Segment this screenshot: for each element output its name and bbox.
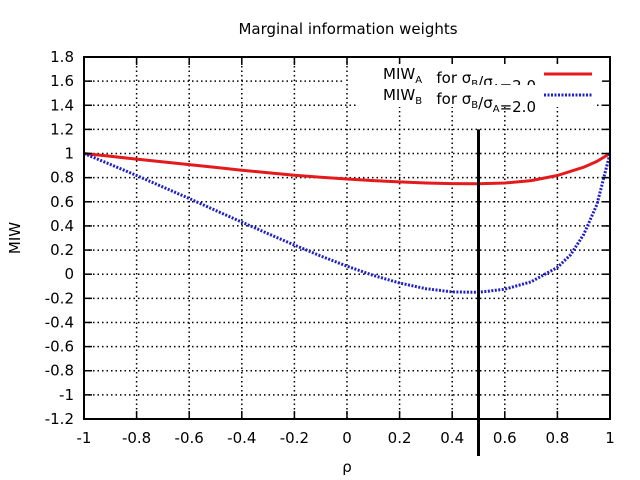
x-tick-label: 1 — [605, 429, 615, 447]
legend-label: MIWB for σB/σA=2.0 — [383, 86, 536, 116]
legend-mid: /σ — [478, 94, 493, 112]
y-tick-label: 1 — [64, 145, 74, 163]
x-tick-label: 0.8 — [545, 429, 569, 447]
x-tick-labels: -1 -0.8 -0.6 -0.4 -0.2 0 0.2 0.4 0.6 0.8 1 — [77, 429, 615, 447]
y-tick-labels: 1.8 1.6 1.4 1.2 1 0.8 0.6 0.4 0.2 0 -0.2 -0.4 -0.6 -0… — [45, 48, 74, 428]
y-tick-label: 0.8 — [50, 169, 74, 187]
series-line-miw-a — [83, 152, 611, 186]
legend-tail: =2.0 — [500, 98, 536, 116]
x-tick-label: 0.2 — [388, 429, 412, 447]
grid — [84, 57, 610, 419]
y-axis-title: MIW — [6, 222, 24, 254]
x-tick-label: 0.6 — [493, 429, 517, 447]
legend-bg-row — [358, 85, 596, 107]
y-tick-label: 1.6 — [50, 72, 74, 90]
x-tick-label: 0.4 — [440, 429, 464, 447]
y-tick-label: 1.8 — [50, 48, 74, 66]
legend-main: MIW — [383, 65, 415, 83]
legend-sub: B — [415, 96, 422, 107]
y-tick-label: -0.8 — [45, 362, 74, 380]
x-tick-label: 0 — [342, 429, 352, 447]
y-tick-label: -0.6 — [45, 338, 74, 356]
y-tick-label: 1.4 — [50, 96, 74, 114]
y-tick-label: -1 — [59, 386, 74, 404]
legend-cond_sub2: A — [493, 104, 500, 115]
legend-condition: for σ — [436, 90, 471, 108]
x-tick-label: -0.2 — [280, 429, 309, 447]
y-tick-label: -0.4 — [45, 313, 74, 331]
y-tick-label: 0.4 — [50, 217, 74, 235]
y-tick-label: -0.2 — [45, 289, 74, 307]
legend-cond_sub1: B — [471, 100, 478, 111]
y-tick-label: 1.2 — [50, 120, 74, 138]
y-tick-label: 0.2 — [50, 241, 74, 259]
legend-cond_sub1: B — [471, 79, 478, 90]
x-axis-title: ρ — [342, 458, 352, 476]
y-tick-label: 0.6 — [50, 193, 74, 211]
x-tick-label: -0.8 — [122, 429, 151, 447]
legend: MIWA for σB/σA=2.0MIWB for σB/σA=2.0 — [358, 64, 596, 116]
y-tick-label: -1.2 — [45, 410, 74, 428]
legend-spacer — [422, 69, 436, 87]
legend-condition: for σ — [436, 69, 471, 87]
series-layer — [83, 152, 612, 294]
legend-main: MIW — [383, 86, 415, 104]
legend-sub: A — [415, 75, 422, 86]
legend-spacer — [422, 90, 436, 108]
x-tick-label: -0.6 — [175, 429, 204, 447]
legend-bg-row — [358, 64, 596, 86]
y-tick-label: 0 — [64, 265, 74, 283]
x-tick-label: -1 — [77, 429, 92, 447]
chart-title: Marginal information weights — [238, 20, 457, 38]
x-tick-label: -0.4 — [227, 429, 256, 447]
ticks — [83, 56, 611, 420]
